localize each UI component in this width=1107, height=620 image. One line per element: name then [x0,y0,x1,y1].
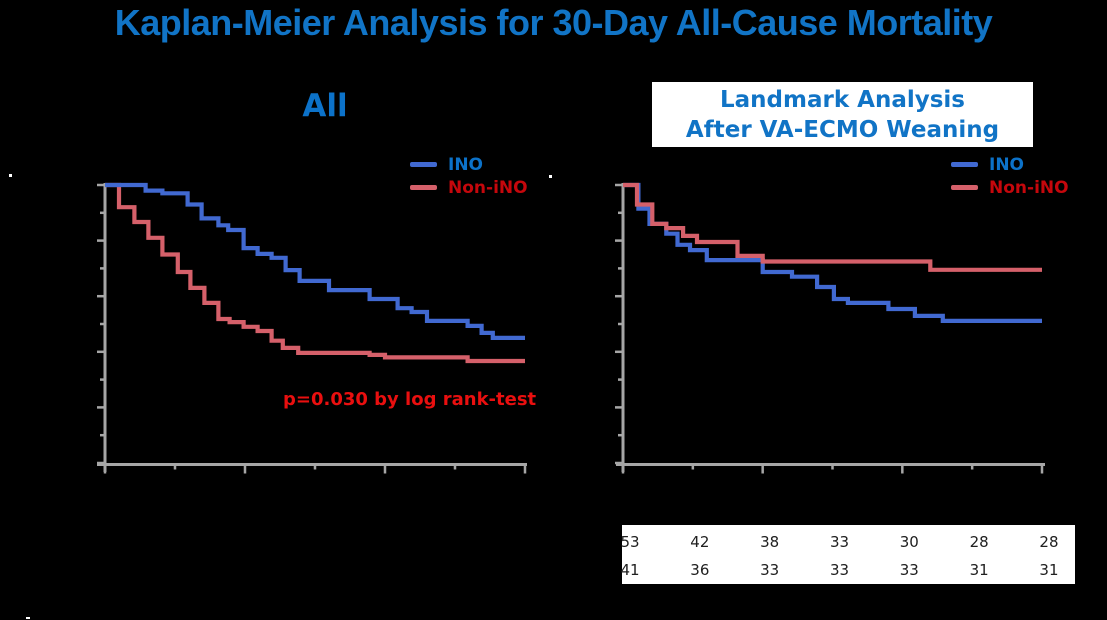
curve-non-ino [105,182,525,364]
pvalue-annotation: p=0.030 by log rank-test [283,389,537,410]
left-legend-item-ino: INO [410,154,528,175]
artifact-dot [26,617,30,619]
risk-count: 31 [969,561,989,579]
risk-count: 36 [690,561,710,579]
risk-count: 31 [1039,561,1059,579]
ino-line-swatch [410,162,437,167]
risk-count: 41 [620,561,640,579]
curve-non-ino [623,182,1042,272]
landmark-header-box: Landmark Analysis After VA-ECMO Weaning [652,82,1033,147]
curve-ino [623,182,1042,323]
ino-legend-label: INO [448,154,484,175]
risk-count: 30 [899,533,919,551]
risk-count: 33 [829,533,850,551]
ino-line-swatch [951,162,978,167]
non-ino-line-swatch [951,185,978,190]
risk-count: 53 [620,533,640,551]
landmark-header-line2: After VA-ECMO Weaning [685,116,1000,143]
risk-count: 33 [899,561,919,579]
artifact-dot [9,174,12,177]
risk-count: 38 [760,533,780,551]
ino-legend-label: INO [989,154,1025,175]
left-legend-item-non-ino: Non-iNO [410,177,528,198]
risk-count: 28 [1039,533,1059,551]
landmark-header-line1: Landmark Analysis [720,86,965,113]
risk-count: 42 [690,533,710,551]
artifact-dot [549,175,552,178]
left-panel-title: All [302,88,348,124]
risk-count: 33 [829,561,850,579]
non-ino-legend-label: Non-iNO [448,177,528,198]
number-at-risk-table: 53 42 38 33 30 28 28 41 36 33 33 33 31 31 [620,525,1075,584]
right-legend: INO Non-iNO [951,154,1069,198]
right-legend-item-non-ino: Non-iNO [951,177,1069,198]
curve-ino [105,182,525,340]
non-ino-legend-label: Non-iNO [989,177,1069,198]
figure-title: Kaplan-Meier Analysis for 30-Day All-Cau… [114,2,993,43]
risk-count: 33 [760,561,780,579]
non-ino-line-swatch [410,185,437,190]
risk-count: 28 [969,533,989,551]
left-legend: INO Non-iNO [410,154,528,198]
right-legend-item-ino: INO [951,154,1069,175]
